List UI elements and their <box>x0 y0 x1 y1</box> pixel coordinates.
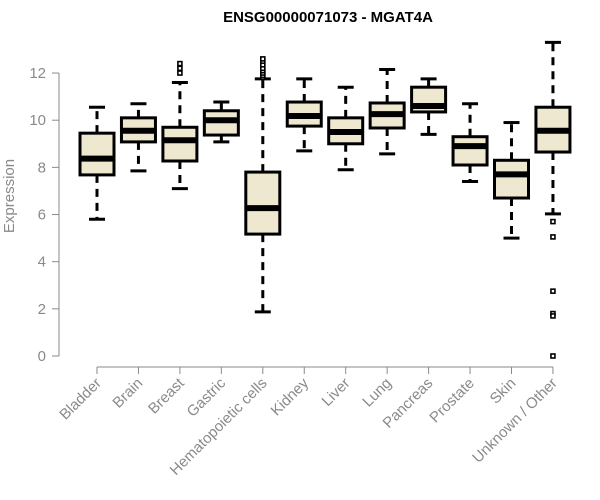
iqr-box <box>244 170 282 236</box>
y-tick-label: 6 <box>38 207 46 224</box>
box-prostate <box>451 102 489 184</box>
y-tick-label: 12 <box>29 65 46 82</box>
y-axis-label: Expression <box>1 159 18 233</box>
box-skin <box>493 121 530 240</box>
x-tick-label: Prostate <box>426 375 478 427</box>
y-tick-label: 8 <box>38 159 46 176</box>
boxes <box>78 40 572 359</box>
box-bladder <box>78 105 116 221</box>
x-tick-label: Kidney <box>268 374 313 419</box>
x-tick-label: Skin <box>487 375 520 408</box>
box-pancreas <box>410 77 448 136</box>
iqr-box <box>78 131 116 177</box>
y-tick-label: 2 <box>38 301 46 318</box>
iqr-box <box>493 158 530 200</box>
box-brain <box>119 102 157 173</box>
outlier-point <box>177 70 183 76</box>
box-lung <box>368 68 406 156</box>
x-tick-label: Liver <box>319 375 354 410</box>
y-tick-label: 0 <box>38 348 46 365</box>
box-kidney <box>285 77 323 153</box>
x-tick-label: Brain <box>109 375 146 412</box>
outlier-point <box>177 60 183 67</box>
box-breast <box>161 60 199 191</box>
outlier-point <box>550 313 556 319</box>
outlier-point <box>177 65 183 72</box>
iqr-box <box>161 125 199 163</box>
outlier-point <box>550 234 556 240</box>
outlier-point <box>259 56 266 62</box>
box-hematopoietic-cells <box>244 56 282 314</box>
y-axis: 0 2 4 6 8 10 12 <box>29 65 60 365</box>
box-gastric <box>202 100 240 144</box>
outlier-point <box>550 288 556 294</box>
x-tick-label: Bladder <box>56 375 105 424</box>
y-tick-label: 10 <box>29 112 46 129</box>
x-tick-label: Breast <box>145 374 188 417</box>
chart-title: ENSG00000071073 - MGAT4A <box>223 9 433 26</box>
y-tick-label: 4 <box>38 254 46 271</box>
outlier-point <box>550 353 556 359</box>
x-tick-label: Lung <box>359 375 395 411</box>
box-liver <box>327 85 365 172</box>
iqr-box <box>451 135 489 167</box>
box-unknown-other <box>534 40 572 359</box>
outlier-point <box>550 218 556 225</box>
